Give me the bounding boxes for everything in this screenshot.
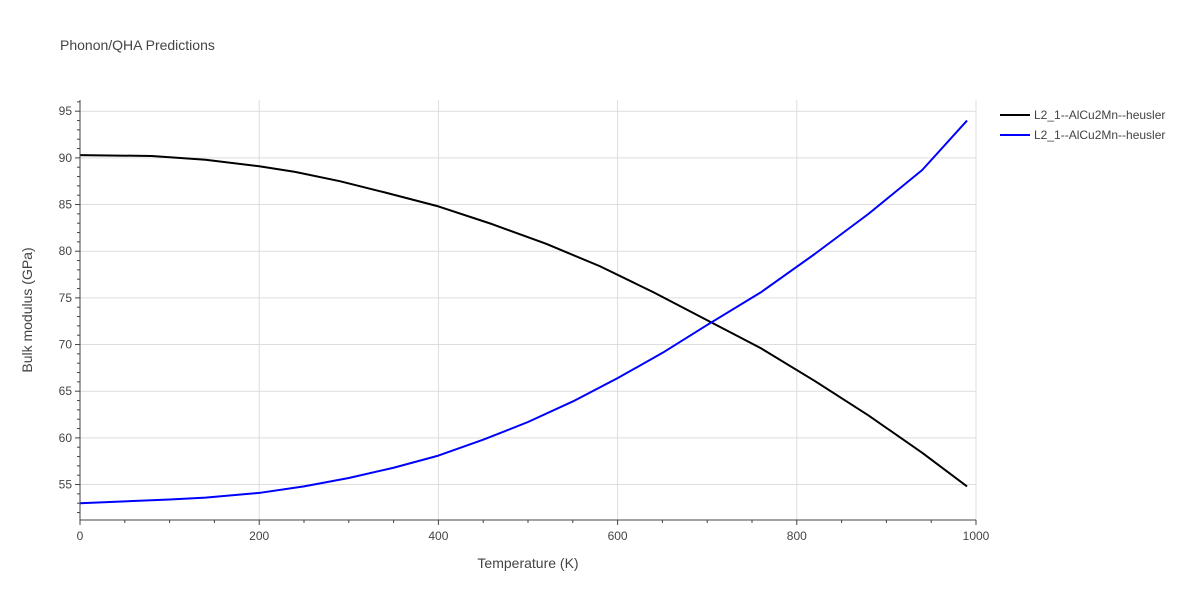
- x-tick-label: 0: [77, 529, 84, 543]
- x-tick-label: 600: [608, 529, 628, 543]
- legend-item-1[interactable]: L2_1--AlCu2Mn--heusler: [1000, 108, 1165, 122]
- y-tick-label: 65: [59, 384, 73, 398]
- legend-label: L2_1--AlCu2Mn--heusler: [1034, 108, 1165, 122]
- x-tick-label: 200: [249, 529, 269, 543]
- y-tick-label: 70: [59, 338, 73, 352]
- chart-title: Phonon/QHA Predictions: [60, 37, 215, 53]
- legend-label: L2_1--AlCu2Mn--heusler: [1034, 128, 1165, 142]
- axes: 0 200 400 600 800 1000 55 60 65 70 75 80 85 90 95: [59, 100, 990, 543]
- legend: L2_1--AlCu2Mn--heusler L2_1--AlCu2Mn--heu…: [1000, 108, 1165, 142]
- y-tick-label: 85: [59, 198, 73, 212]
- series-line-1: [79, 154, 968, 488]
- y-tick-label: 55: [59, 478, 73, 492]
- y-tick-label: 60: [59, 431, 73, 445]
- legend-item-2[interactable]: L2_1--AlCu2Mn--heusler: [1000, 128, 1165, 142]
- x-tick-label: 800: [787, 529, 807, 543]
- x-axis-title: Temperature (K): [477, 555, 578, 571]
- x-tick-label: 400: [428, 529, 448, 543]
- y-tick-label: 80: [59, 244, 73, 258]
- y-tick-label: 90: [59, 151, 73, 165]
- y-tick-label: 75: [59, 291, 73, 305]
- y-axis-title: Bulk modulus (GPa): [19, 247, 35, 372]
- y-tick-label: 95: [59, 104, 73, 118]
- x-tick-label: 1000: [963, 529, 990, 543]
- series-layer: [79, 119, 968, 505]
- gridlines: [80, 100, 977, 520]
- series-line-2: [79, 119, 968, 505]
